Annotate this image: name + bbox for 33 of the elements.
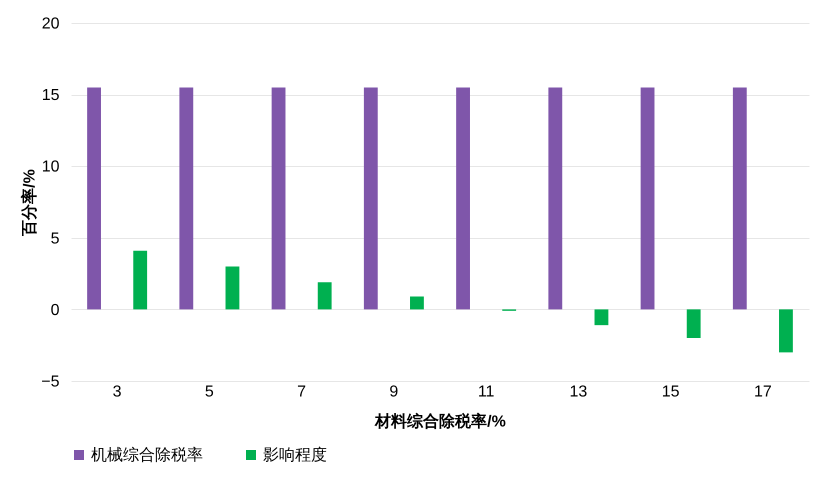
bar [640, 87, 654, 310]
bar [732, 87, 747, 310]
bar [779, 309, 793, 352]
legend-label: 影响程度 [263, 446, 327, 464]
bar [272, 87, 286, 310]
bar [548, 87, 562, 310]
y-tick-label: 0 [50, 302, 60, 319]
bar [87, 87, 101, 310]
x-tick-label: 13 [569, 384, 588, 400]
y-axis-title: 百分率/% [19, 169, 38, 237]
x-tick-label: 15 [662, 384, 680, 400]
x-axis-title: 材料综合除税率/% [374, 412, 506, 430]
y-tick-label: 20 [42, 16, 60, 32]
x-tick-label: 5 [204, 384, 214, 400]
bar [318, 282, 332, 310]
x-tick-label: 7 [297, 384, 306, 400]
y-tick-label: 15 [42, 87, 60, 104]
x-tick-label: 9 [389, 384, 398, 400]
x-tick-label: 17 [754, 384, 772, 400]
legend-label: 机械综合除税率 [91, 446, 203, 464]
y-tick-label: 10 [42, 158, 60, 176]
bar [410, 296, 424, 310]
bar [179, 87, 194, 310]
bar [456, 87, 470, 310]
bar [594, 309, 608, 326]
x-tick-label: 3 [112, 384, 122, 400]
y-tick-label: −5 [41, 374, 60, 390]
bar [686, 309, 701, 338]
bar [133, 250, 148, 310]
bar [364, 87, 378, 310]
bar [226, 266, 240, 310]
x-tick-label: 11 [478, 384, 495, 400]
y-tick-label: 5 [50, 230, 60, 248]
